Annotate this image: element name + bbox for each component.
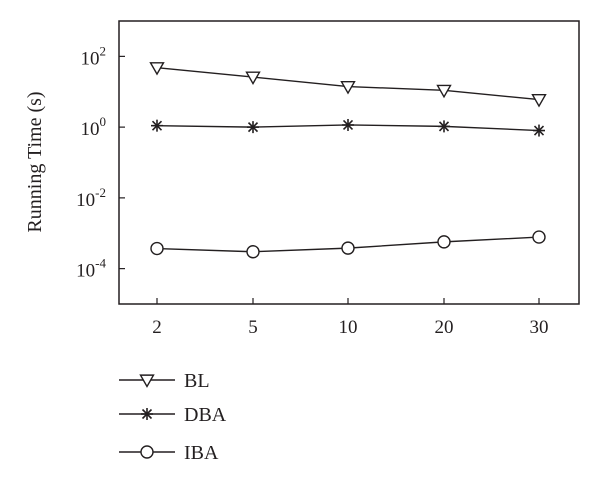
data-point-bl xyxy=(149,62,165,76)
x-axis-ticks: 2 5 10 20 30 xyxy=(152,298,549,338)
legend-item-bl: BL xyxy=(119,370,210,392)
legend-label: IBA xyxy=(184,442,219,464)
y-tick-label: 10-4 xyxy=(76,256,106,282)
data-point-dba xyxy=(247,121,259,134)
legend-label: BL xyxy=(184,370,210,392)
data-point-iba xyxy=(437,235,451,249)
legend-item-dba: DBA xyxy=(119,404,227,426)
x-tick-label: 5 xyxy=(248,317,258,338)
legend-marker-iba xyxy=(140,445,154,459)
y-axis-ticks: 102 100 10-2 10-4 xyxy=(76,43,125,282)
legend-marker-bl xyxy=(139,374,155,388)
data-point-iba xyxy=(532,230,546,244)
legend-label: DBA xyxy=(184,404,227,426)
y-axis-title: Running Time (s) xyxy=(24,91,46,232)
data-point-bl xyxy=(531,94,547,108)
data-point-dba xyxy=(533,124,545,137)
legend: BL DBA IBA xyxy=(119,370,227,464)
data-point-bl xyxy=(436,84,452,99)
x-tick-label: 2 xyxy=(152,317,162,338)
data-point-iba xyxy=(246,245,260,259)
x-tick-label: 20 xyxy=(435,317,454,338)
legend-marker-dba xyxy=(141,408,153,420)
y-tick-label: 102 xyxy=(81,43,107,69)
plot-frame xyxy=(118,20,580,305)
x-tick-label: 10 xyxy=(339,317,358,338)
data-point-dba xyxy=(438,120,450,133)
data-point-bl xyxy=(245,71,261,85)
data-point-dba xyxy=(151,119,163,132)
data-point-bl xyxy=(340,81,356,95)
data-point-iba xyxy=(341,241,355,255)
legend-item-iba: IBA xyxy=(119,442,219,464)
series-layer xyxy=(149,62,547,259)
y-tick-label: 10-2 xyxy=(76,185,106,211)
x-tick-label: 30 xyxy=(530,317,549,338)
data-point-dba xyxy=(342,118,354,131)
data-point-iba xyxy=(150,241,164,256)
y-tick-label: 100 xyxy=(81,114,107,140)
